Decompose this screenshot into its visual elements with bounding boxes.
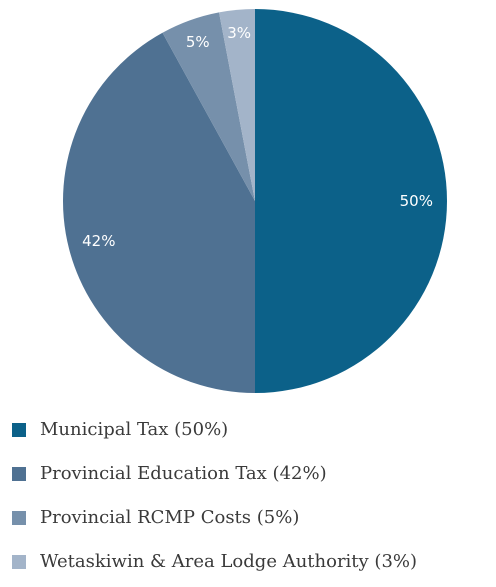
legend-swatch	[12, 466, 26, 481]
legend-label: Wetaskiwin & Area Lodge Authority (3%)	[40, 551, 418, 572]
pie-slice-labels: 50% 42% 5% 3%	[82, 24, 433, 250]
legend-label: Provincial Education Tax (42%)	[40, 463, 327, 484]
pie-slices	[62, 9, 447, 393]
legend-item: Wetaskiwin & Area Lodge Authority (3%)	[12, 550, 417, 573]
legend-item: Municipal Tax (50%)	[12, 418, 417, 441]
pie-slice-label-1: 42%	[82, 232, 115, 250]
pie-slice-2	[162, 12, 255, 202]
legend-label: Provincial RCMP Costs (5%)	[40, 507, 300, 528]
pie-slice-3	[219, 9, 255, 201]
legend-swatch	[12, 510, 26, 525]
legend-swatch	[12, 422, 26, 437]
legend-swatch	[12, 554, 26, 569]
legend-label: Municipal Tax (50%)	[40, 419, 229, 440]
pie-chart: 50% 42% 5% 3%	[62, 9, 447, 393]
legend-item: Provincial Education Tax (42%)	[12, 462, 417, 485]
chart-legend: Municipal Tax (50%) Provincial Education …	[12, 418, 417, 587]
pie-slice-label-2: 5%	[186, 33, 210, 51]
pie-slice-label-3: 3%	[227, 24, 251, 42]
pie-slice-0	[255, 9, 447, 393]
pie-slice-label-0: 50%	[400, 192, 433, 210]
legend-item: Provincial RCMP Costs (5%)	[12, 506, 417, 529]
pie-slice-1	[62, 32, 255, 393]
